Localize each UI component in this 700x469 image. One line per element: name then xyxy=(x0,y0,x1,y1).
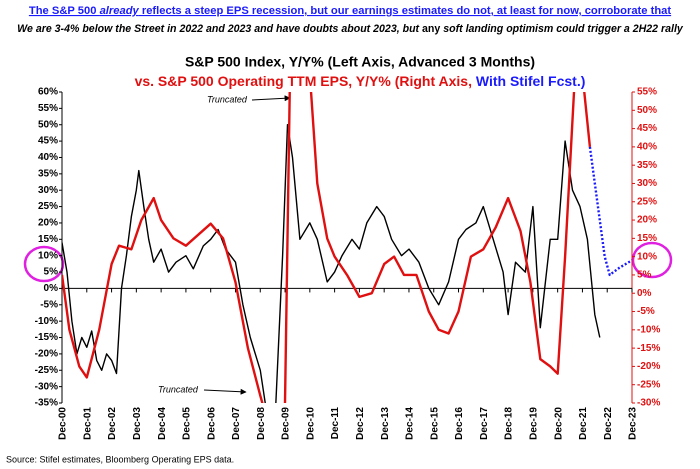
headline-part: reflects a steep EPS recession, but our … xyxy=(139,5,672,17)
y-tick-label: 35% xyxy=(38,168,58,179)
chart-title: S&P 500 Index, Y/Y% (Left Axis, Advanced… xyxy=(185,54,535,70)
subtitle-part: vs. S&P 500 Operating TTM EPS, Y/Y% (Rig… xyxy=(135,73,476,89)
series-line xyxy=(62,92,592,403)
y2-tick-label: 0% xyxy=(637,288,652,299)
y2-tick-label: 40% xyxy=(637,142,657,153)
headline: The S&P 500 already reflects a steep EPS… xyxy=(29,5,672,17)
annotation-arrow xyxy=(251,95,291,102)
x-tick-label: Dec-06 xyxy=(206,407,217,440)
x-tick-label: Dec-16 xyxy=(454,407,465,440)
legend-entry: With Stifel Fcst.) xyxy=(476,73,586,89)
headline-part: already xyxy=(100,5,140,17)
y-tick-label: 5% xyxy=(44,267,59,278)
annotation: Truncated xyxy=(158,384,199,394)
highlight-circle xyxy=(631,241,673,279)
y-tick-label: 40% xyxy=(38,152,58,163)
y-tick-label: -25% xyxy=(35,365,58,376)
subheadline-part: any xyxy=(422,23,440,35)
chart-subtitle: vs. S&P 500 Operating TTM EPS, Y/Y% (Rig… xyxy=(135,73,586,89)
y-tick-label: -15% xyxy=(35,332,58,343)
headline-part: The S&P 500 xyxy=(29,5,100,17)
y-tick-label: 60% xyxy=(38,87,58,98)
y-tick-label: 50% xyxy=(38,119,58,130)
x-tick-label: Dec-23 xyxy=(628,407,639,440)
plot-area xyxy=(62,92,632,403)
x-tick-label: Dec-01 xyxy=(82,407,93,440)
y-tick-label: 55% xyxy=(38,103,58,114)
x-tick-label: Dec-02 xyxy=(107,407,118,440)
y2-tick-label: 10% xyxy=(637,251,657,262)
x-tick-label: Dec-10 xyxy=(305,407,316,440)
y2-tick-label: -30% xyxy=(637,398,660,409)
y-tick-label: 25% xyxy=(38,201,58,212)
y-tick-label: 20% xyxy=(38,218,58,229)
y-tick-label: -30% xyxy=(35,381,58,392)
annotation: Truncated xyxy=(207,94,248,104)
x-tick-label: Dec-17 xyxy=(479,407,490,440)
highlight-circle xyxy=(23,245,65,283)
y2-tick-label: 50% xyxy=(637,105,657,116)
y-tick-label: -10% xyxy=(35,316,58,327)
x-tick-label: Dec-09 xyxy=(281,407,292,440)
y-tick-label: 30% xyxy=(38,185,58,196)
x-tick-label: Dec-11 xyxy=(330,407,341,440)
x-tick-label: Dec-18 xyxy=(504,407,515,440)
y2-tick-label: -20% xyxy=(637,361,660,372)
y-tick-label: 15% xyxy=(38,234,58,245)
subheadline: We are 3-4% below the Street in 2022 and… xyxy=(17,23,684,35)
y2-tick-label: 30% xyxy=(637,178,657,189)
x-tick-label: Dec-19 xyxy=(529,407,540,440)
x-tick-label: Dec-07 xyxy=(231,407,242,440)
y-tick-label: 45% xyxy=(38,136,58,147)
y2-tick-label: 20% xyxy=(637,215,657,226)
x-tick-label: Dec-22 xyxy=(603,407,614,440)
y-tick-label: 10% xyxy=(38,250,58,261)
x-tick-label: Dec-20 xyxy=(553,407,564,440)
series-line xyxy=(588,146,632,277)
x-tick-label: Dec-13 xyxy=(380,407,391,440)
y2-tick-label: -5% xyxy=(637,306,655,317)
series-line xyxy=(62,124,601,403)
y2-tick-label: 15% xyxy=(637,233,657,244)
y-tick-label: -35% xyxy=(35,398,58,409)
subheadline-part: soft landing optimism could trigger a 2H… xyxy=(440,23,684,35)
x-tick-label: Dec-05 xyxy=(182,407,193,440)
y-tick-label: -20% xyxy=(35,349,58,360)
annotation-arrow xyxy=(203,388,247,395)
y2-tick-label: -25% xyxy=(637,379,660,390)
y-tick-label: 0% xyxy=(44,283,59,294)
x-tick-label: Dec-08 xyxy=(256,407,267,440)
x-tick-label: Dec-15 xyxy=(429,407,440,440)
y2-tick-label: 35% xyxy=(637,160,657,171)
x-tick-label: Dec-00 xyxy=(58,407,69,440)
x-tick-label: Dec-12 xyxy=(355,407,366,440)
subheadline-part: We are 3-4% below the Street in 2022 and… xyxy=(17,23,422,35)
y2-tick-label: 25% xyxy=(637,196,657,207)
y2-tick-label: 45% xyxy=(637,123,657,134)
y2-tick-label: 55% xyxy=(637,87,657,98)
x-tick-label: Dec-21 xyxy=(578,407,589,440)
source-note: Source: Stifel estimates, Bloomberg Oper… xyxy=(6,454,234,464)
y2-tick-label: -15% xyxy=(637,343,660,354)
y2-tick-label: -10% xyxy=(637,324,660,335)
y-tick-label: -5% xyxy=(40,299,58,310)
y2-tick-label: 5% xyxy=(637,270,652,281)
x-tick-label: Dec-04 xyxy=(157,407,168,440)
x-tick-label: Dec-14 xyxy=(405,407,416,440)
x-tick-label: Dec-03 xyxy=(132,407,143,440)
